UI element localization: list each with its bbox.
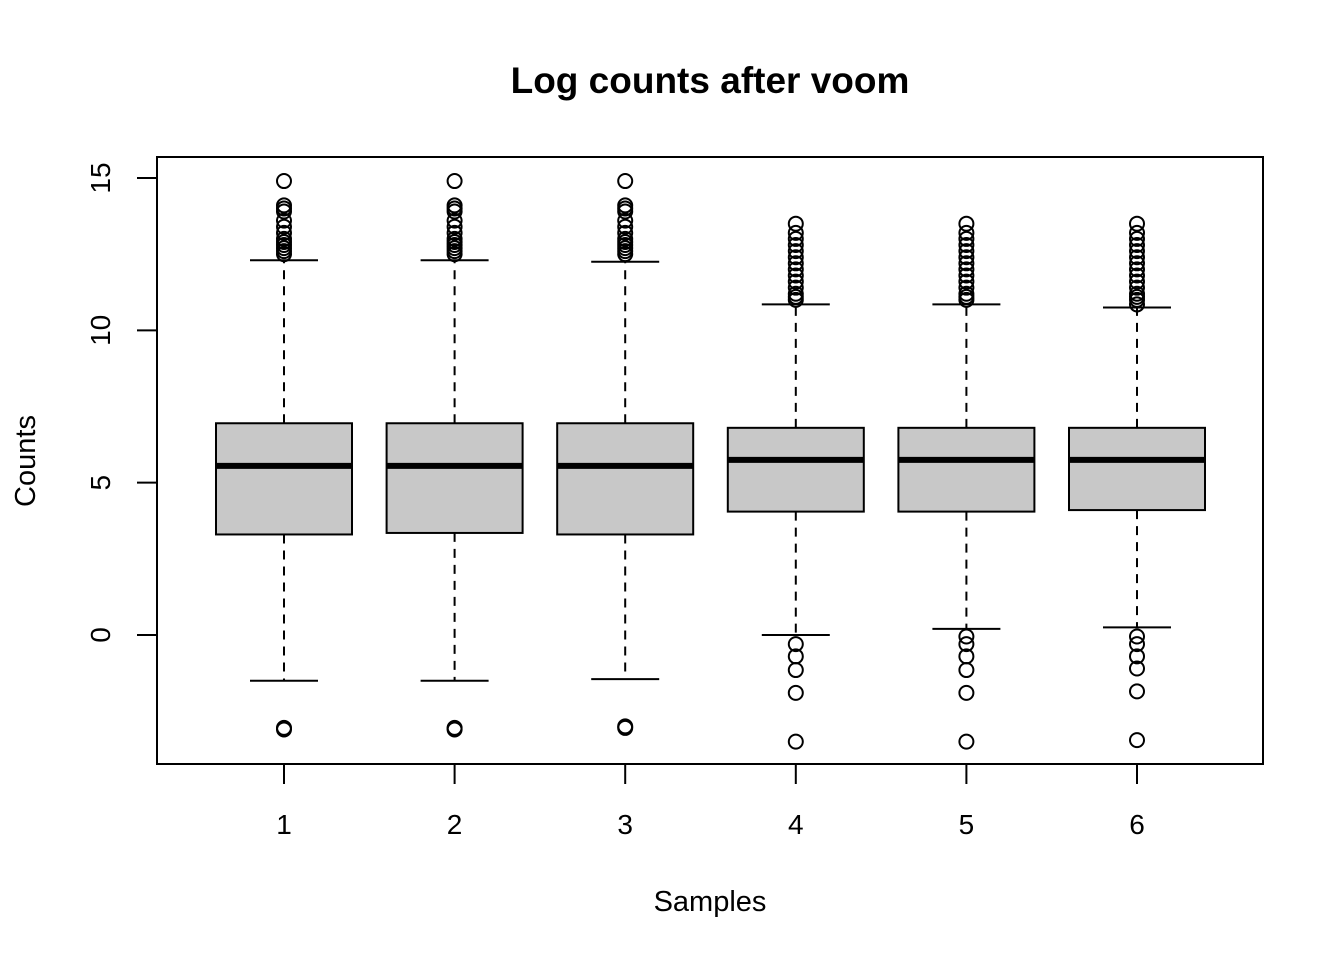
- outlier-point: [1129, 628, 1145, 645]
- outlier-point: [617, 173, 634, 190]
- outlier-point: [958, 733, 975, 750]
- outlier-point: [958, 249, 975, 266]
- outlier-point: [958, 261, 975, 278]
- outlier-point: [958, 628, 975, 645]
- outlier-point: [446, 224, 463, 241]
- x-tick-label: 6: [1129, 809, 1145, 840]
- outlier-point: [446, 173, 463, 190]
- outlier-point: [958, 662, 975, 679]
- box-iqr: [897, 426, 1036, 513]
- outlier-point: [958, 267, 975, 284]
- y-tick-label: 0: [85, 627, 116, 643]
- x-tick-label: 5: [959, 809, 975, 840]
- outlier-point: [787, 243, 804, 260]
- outlier-point: [1129, 273, 1145, 290]
- box-iqr: [556, 422, 695, 536]
- outlier-point: [787, 267, 804, 284]
- x-tick-label: 1: [276, 809, 292, 840]
- y-tick-label: 15: [85, 162, 116, 193]
- outlier-point: [276, 212, 292, 229]
- outlier-point: [958, 237, 975, 254]
- outlier-point: [617, 719, 634, 736]
- outlier-point: [1129, 660, 1145, 677]
- outlier-point: [446, 218, 463, 235]
- outlier-point: [787, 285, 804, 302]
- outlier-point: [787, 662, 804, 679]
- x-axis-label: Samples: [654, 886, 767, 918]
- outlier-point: [1129, 648, 1145, 665]
- outlier-point: [958, 255, 975, 272]
- outlier-point: [276, 218, 292, 235]
- outlier-point: [1129, 279, 1145, 296]
- outlier-point: [958, 224, 975, 241]
- outlier-point: [1129, 285, 1145, 302]
- x-tick-label: 3: [617, 809, 633, 840]
- chart-marks: 0 5 10 15 1 2 3 4 5 6: [85, 162, 1206, 840]
- outlier-point: [787, 215, 804, 232]
- outlier-point: [276, 224, 292, 241]
- outlier-point: [1129, 249, 1145, 266]
- outlier-point: [617, 230, 634, 247]
- box-iqr: [215, 422, 353, 536]
- outlier-point: [958, 285, 975, 302]
- outlier-point: [446, 230, 463, 247]
- outlier-point: [787, 249, 804, 266]
- outlier-point: [1129, 683, 1145, 700]
- x-tick-label: 2: [447, 809, 463, 840]
- outlier-point: [787, 684, 804, 701]
- outlier-point: [1129, 237, 1145, 254]
- y-tick-label: 5: [85, 475, 116, 491]
- outlier-point: [787, 636, 804, 653]
- outlier-point: [276, 230, 292, 247]
- outlier-point: [276, 721, 292, 738]
- outlier-point: [787, 255, 804, 272]
- outlier-point: [958, 215, 975, 232]
- outlier-point: [787, 230, 804, 247]
- outlier-point: [787, 273, 804, 290]
- outlier-point: [446, 721, 463, 738]
- outlier-point: [1129, 230, 1145, 247]
- outlier-point: [787, 261, 804, 278]
- outlier-point: [1129, 296, 1145, 313]
- outlier-point: [1129, 267, 1145, 284]
- outlier-point: [787, 237, 804, 254]
- outlier-point: [958, 636, 975, 653]
- outlier-point: [787, 279, 804, 296]
- outlier-point: [958, 279, 975, 296]
- outlier-point: [787, 733, 804, 750]
- outlier-point: [1129, 224, 1145, 241]
- outlier-point: [1129, 255, 1145, 272]
- outlier-point: [446, 212, 463, 229]
- outlier-point: [276, 197, 292, 214]
- outlier-point: [1129, 261, 1145, 278]
- outlier-point: [958, 230, 975, 247]
- outlier-point: [958, 684, 975, 701]
- plot-frame: [156, 156, 1264, 765]
- box-iqr: [726, 426, 865, 513]
- outlier-point: [787, 224, 804, 241]
- outlier-point: [1129, 243, 1145, 260]
- box-iqr: [385, 422, 524, 534]
- outlier-point: [1129, 215, 1145, 232]
- outlier-point: [276, 173, 292, 190]
- outlier-point: [958, 243, 975, 260]
- outlier-point: [958, 273, 975, 290]
- box-iqr: [1068, 426, 1206, 512]
- outlier-point: [1129, 636, 1145, 653]
- chart-title: Log counts after voom: [511, 60, 910, 101]
- outlier-point: [617, 224, 634, 241]
- y-axis-label: Counts: [10, 415, 42, 507]
- outlier-point: [446, 197, 463, 214]
- outlier-point: [617, 212, 634, 229]
- x-tick-label: 4: [788, 809, 804, 840]
- outlier-point: [1129, 732, 1145, 749]
- y-tick-label: 10: [85, 315, 116, 346]
- outlier-point: [617, 218, 634, 235]
- outlier-point: [617, 197, 634, 214]
